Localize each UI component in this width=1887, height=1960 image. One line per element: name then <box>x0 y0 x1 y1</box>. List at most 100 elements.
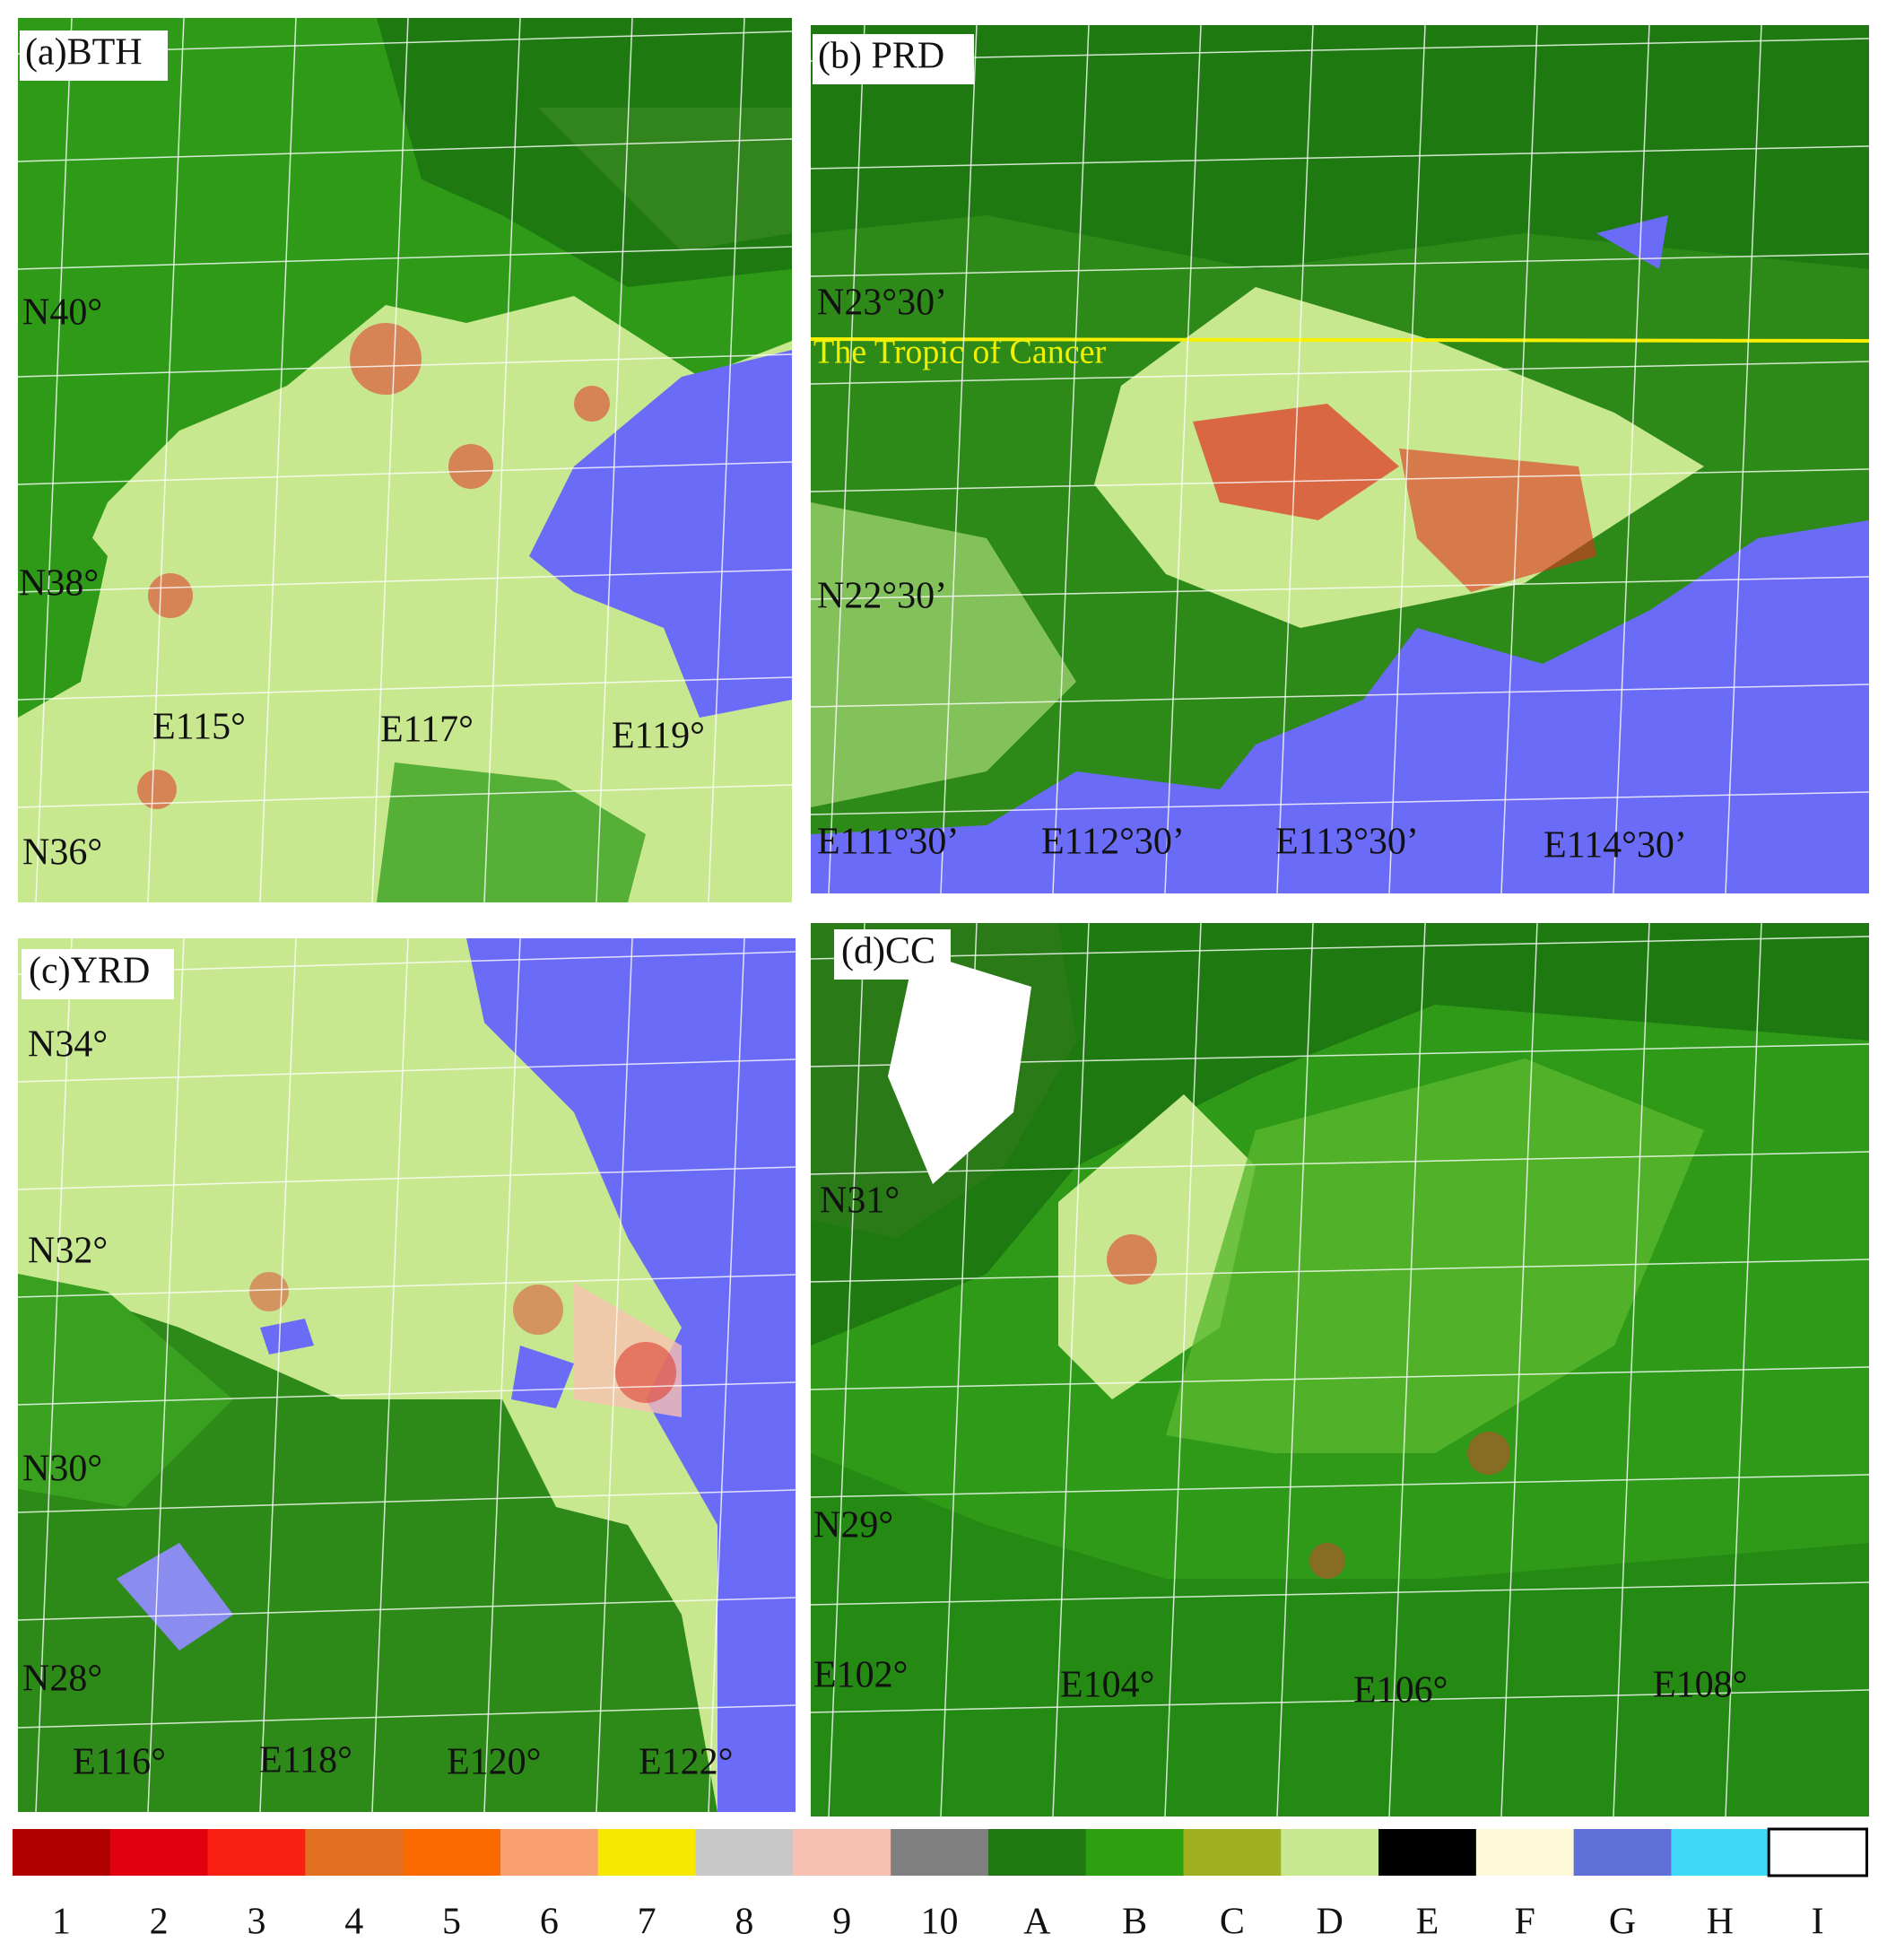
longitude-label: E115° <box>152 707 246 748</box>
panel-title: (b) PRD <box>818 36 944 77</box>
longitude-label: E117° <box>380 710 474 751</box>
latitude-label: N32° <box>28 1231 108 1272</box>
graticule-line <box>828 25 865 893</box>
title-box <box>834 929 951 980</box>
legend-swatch <box>1085 1829 1184 1876</box>
graticule-line <box>811 1151 1869 1175</box>
legend-label: 7 <box>638 1902 657 1943</box>
graticule-line <box>35 938 73 1812</box>
graticule-line <box>18 461 792 485</box>
panel-title: (a)BTH <box>25 32 143 74</box>
map-cc <box>811 923 1869 1816</box>
graticule-panel <box>811 923 1869 1816</box>
longitude-label: E118° <box>259 1740 352 1781</box>
legend-label: C <box>1220 1902 1245 1943</box>
legend-swatch <box>987 1829 1087 1876</box>
graticule-panel <box>18 18 792 902</box>
latitude-label: N22°30’ <box>817 576 947 617</box>
legend-label: 3 <box>247 1902 265 1943</box>
graticule-line <box>596 18 633 902</box>
graticule-line <box>811 361 1869 385</box>
longitude-label: E116° <box>73 1742 166 1783</box>
legend-swatch <box>1475 1829 1575 1876</box>
latitude-label: N28° <box>22 1659 102 1700</box>
latitude-label: N31° <box>820 1180 900 1222</box>
legend-swatch <box>1378 1829 1477 1876</box>
legend-swatch <box>695 1829 794 1876</box>
longitude-label: E122° <box>639 1742 733 1783</box>
legend-swatch <box>1573 1829 1672 1876</box>
graticule-line <box>483 18 521 902</box>
graticule-line <box>18 676 792 701</box>
graticule-line <box>708 938 745 1812</box>
graticule-line <box>1276 923 1314 1816</box>
graticule-line <box>18 951 796 975</box>
labels: (a)BTH N40° N38° N36° E115° E117° E119° (b) PRD… <box>19 32 1747 1783</box>
legend-label: 2 <box>150 1902 169 1943</box>
longitude-label: E102° <box>813 1655 908 1696</box>
graticule-line <box>371 18 409 902</box>
graticule-line <box>811 1581 1869 1606</box>
graticule-line <box>18 1489 796 1513</box>
map-yrd <box>18 938 796 1812</box>
map-prd <box>811 25 1869 893</box>
legend-swatch <box>1183 1829 1282 1876</box>
graticule-line <box>811 145 1869 170</box>
graticule-line <box>18 138 792 162</box>
graticule-line <box>18 1381 796 1406</box>
title-box <box>22 949 174 999</box>
graticule-line <box>35 18 73 902</box>
graticule-line <box>811 1043 1869 1067</box>
graticule-line <box>371 938 409 1812</box>
legend-swatch <box>793 1829 891 1876</box>
latitude-label: N38° <box>19 563 99 605</box>
graticule-line <box>811 1689 1869 1713</box>
graticule-line <box>18 1058 796 1083</box>
graticule-line <box>940 25 978 893</box>
legend-swatch <box>109 1829 209 1876</box>
graticule-line <box>18 1274 796 1298</box>
legend-label: 9 <box>832 1902 851 1943</box>
legend-label: 4 <box>344 1902 363 1943</box>
legend-swatch <box>403 1829 501 1876</box>
legend-label: 6 <box>540 1902 559 1943</box>
graticule-panel <box>18 938 796 1812</box>
map-bth <box>18 18 792 902</box>
legend-label: A <box>1023 1902 1051 1943</box>
graticule-line <box>18 784 792 808</box>
legend-swatch <box>500 1829 599 1876</box>
graticule-line <box>1052 923 1090 1816</box>
latitude-label: N23°30’ <box>817 283 947 324</box>
legend-label: 8 <box>735 1902 753 1943</box>
graticule-line <box>259 18 297 902</box>
legend-label: 10 <box>921 1902 959 1943</box>
graticule-line <box>828 923 865 1816</box>
graticule-line <box>1500 25 1538 893</box>
graticule-line <box>811 468 1869 492</box>
legend-label: D <box>1316 1902 1343 1943</box>
graticule-line <box>18 1166 796 1190</box>
annotation: The Tropic of Cancer <box>813 334 1106 371</box>
longitude-label: E113°30’ <box>1275 822 1419 863</box>
graticule-line <box>1164 25 1202 893</box>
graticule-line <box>1388 25 1426 893</box>
graticule-line <box>596 938 633 1812</box>
graticule-line <box>18 353 792 378</box>
longitude-label: E111°30’ <box>817 822 959 863</box>
legend-swatch <box>891 1829 989 1876</box>
longitude-label: E104° <box>1060 1665 1154 1706</box>
longitude-label: E112°30’ <box>1041 822 1185 863</box>
graticule-line <box>1164 923 1202 1816</box>
legend-label: H <box>1707 1902 1734 1943</box>
graticule-line <box>811 936 1869 960</box>
graticule-line <box>1276 25 1314 893</box>
longitude-label: E114°30’ <box>1544 825 1687 867</box>
legend-label: 1 <box>52 1902 71 1943</box>
title-box <box>20 30 168 81</box>
legend: 1 2 3 4 5 6 7 8 9 10 A B C D E F G H I <box>13 1827 1869 1943</box>
legend-swatch <box>597 1829 697 1876</box>
longitude-label: E120° <box>447 1742 541 1783</box>
legend-swatch <box>1281 1829 1379 1876</box>
graticule-line <box>811 576 1869 600</box>
